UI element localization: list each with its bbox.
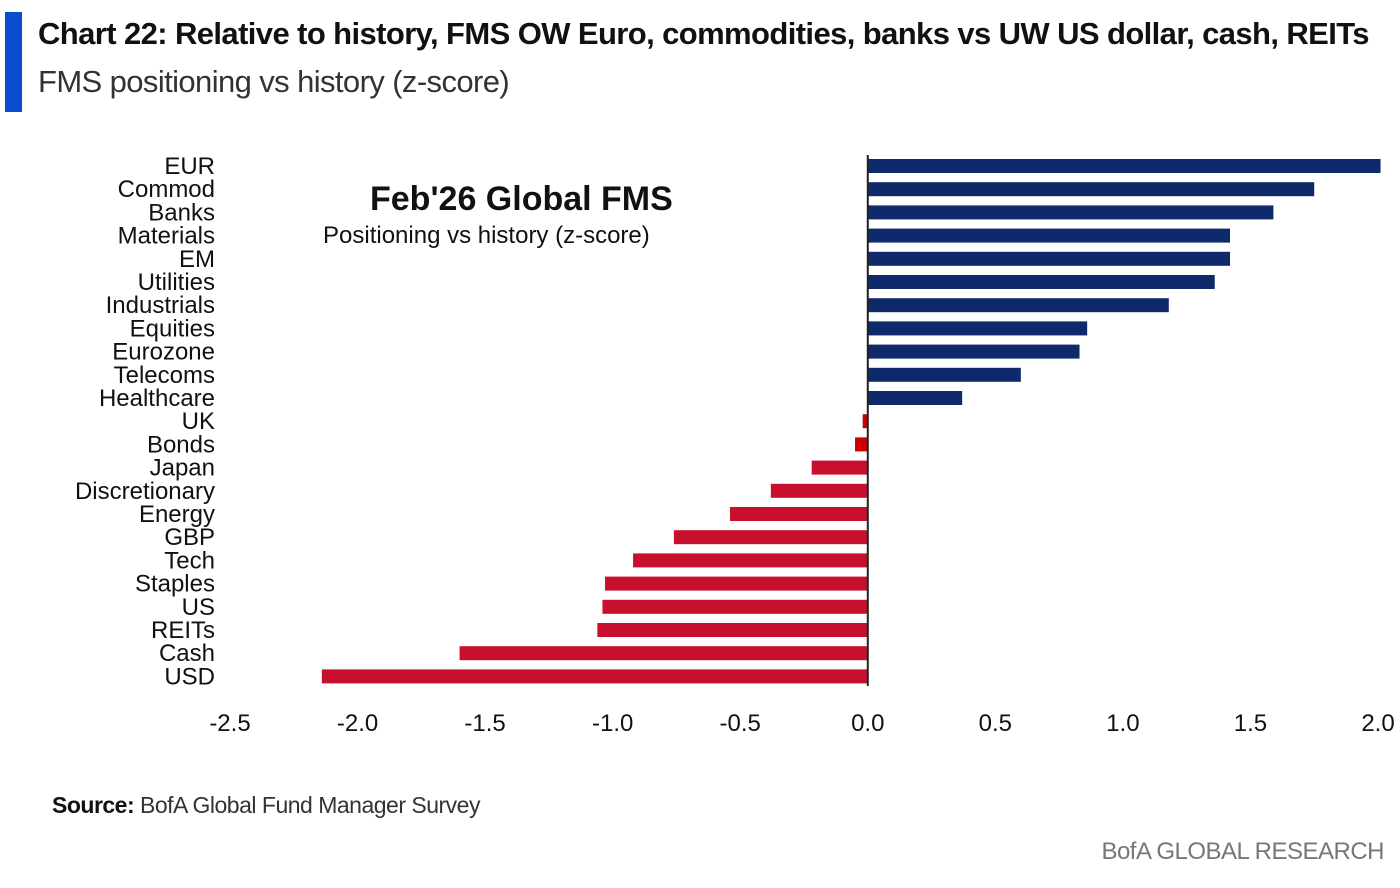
source-note: Source: BofA Global Fund Manager Survey <box>52 792 480 819</box>
source-label: Source: <box>52 792 135 818</box>
bar-industrials <box>867 298 1169 313</box>
source-text: BofA Global Fund Manager Survey <box>140 792 480 818</box>
bar-discretionary <box>770 483 868 498</box>
bar-healthcare <box>867 391 963 405</box>
bar-gbp <box>673 530 868 545</box>
category-label: Telecoms <box>114 362 215 389</box>
bar-commod <box>867 182 1315 197</box>
category-label: US <box>182 594 215 621</box>
category-label: Japan <box>150 455 215 482</box>
category-label: Discretionary <box>75 478 215 505</box>
x-tick-label: 1.5 <box>1234 710 1267 737</box>
category-label: Cash <box>159 640 215 667</box>
bar-utilities <box>867 275 1215 289</box>
x-tick-label: -2.0 <box>337 710 378 737</box>
bar-eurozone <box>867 344 1080 359</box>
bar-equities <box>867 321 1088 336</box>
bar-us <box>602 599 868 614</box>
x-tick-label: -0.5 <box>720 710 761 737</box>
bar-reits <box>597 623 868 637</box>
x-tick-label: 2.0 <box>1361 710 1394 737</box>
category-label: UK <box>182 408 215 435</box>
bar-japan <box>811 460 868 475</box>
bar-cash <box>459 646 868 661</box>
category-label: Eurozone <box>112 339 215 366</box>
category-label: Industrials <box>106 292 215 319</box>
x-tick-label: -2.5 <box>209 710 250 737</box>
bar-chart: EURCommodBanksMaterialsEMUtilitiesIndust… <box>75 153 1395 737</box>
category-label: Staples <box>135 571 215 598</box>
bar-telecoms <box>867 367 1021 382</box>
bar-materials <box>867 228 1231 243</box>
category-label: EM <box>179 246 215 273</box>
bar-staples <box>605 576 868 591</box>
chart-title: Chart 22: Relative to history, FMS OW Eu… <box>38 16 1370 51</box>
bar-em <box>867 251 1231 266</box>
brand-label: BofA GLOBAL RESEARCH <box>1101 838 1384 865</box>
x-tick-label: -1.0 <box>592 710 633 737</box>
bar-energy <box>730 507 868 521</box>
x-tick-label: 0.5 <box>979 710 1012 737</box>
bar-uk <box>862 414 868 429</box>
category-label: Healthcare <box>99 385 215 412</box>
category-label: Materials <box>118 223 215 250</box>
category-label: EUR <box>164 153 215 180</box>
bar-banks <box>867 205 1274 220</box>
bar-bonds <box>855 437 868 452</box>
category-label: Utilities <box>138 269 215 296</box>
chart-subtitle: FMS positioning vs history (z-score) <box>38 64 510 99</box>
bar-usd <box>321 669 868 684</box>
category-label: Energy <box>139 501 215 528</box>
category-label: Banks <box>148 199 215 226</box>
category-label: Equities <box>130 315 215 342</box>
bar-tech <box>633 553 868 568</box>
x-tick-label: 1.0 <box>1106 710 1139 737</box>
category-label: Bonds <box>147 431 215 458</box>
x-tick-label: -1.5 <box>464 710 505 737</box>
category-label: USD <box>164 663 215 690</box>
category-label: Tech <box>164 547 215 574</box>
category-label: Commod <box>118 176 215 203</box>
category-label: REITs <box>151 617 215 644</box>
inner-chart-title: Feb'26 Global FMS <box>370 180 673 218</box>
inner-chart-subtitle: Positioning vs history (z-score) <box>323 222 650 249</box>
x-tick-label: 0.0 <box>851 710 884 737</box>
title-accent-bar <box>5 12 22 112</box>
category-label: GBP <box>164 524 215 551</box>
bar-eur <box>867 159 1381 173</box>
